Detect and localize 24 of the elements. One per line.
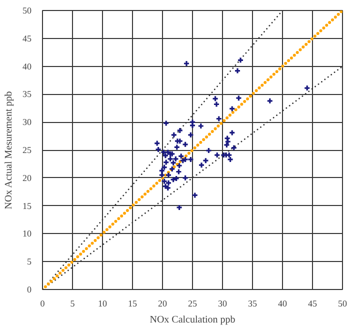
- x-tick-label: 35: [248, 298, 258, 308]
- y-tick-label: 35: [22, 89, 32, 100]
- y-tick-label: 30: [22, 117, 32, 128]
- y-tick-label: 45: [22, 33, 32, 44]
- y-tick-label: 15: [22, 200, 32, 211]
- y-tick-label: 0: [27, 284, 32, 294]
- x-tick-label: 50: [338, 298, 348, 308]
- x-tick-label: 20: [158, 298, 168, 308]
- y-tick-label: 40: [22, 61, 32, 72]
- y-tick-label: 5: [27, 256, 32, 267]
- x-tick-label: 5: [70, 298, 76, 308]
- x-tick-label: 10: [98, 298, 108, 308]
- y-tick-label: 20: [22, 172, 32, 183]
- x-tick-label: 0: [40, 298, 46, 308]
- x-tick-label: 45: [308, 298, 318, 308]
- y-tick-label: 50: [22, 6, 32, 16]
- x-tick-label: 15: [128, 298, 138, 308]
- y-axis-title: NOx Actual Mesurement ppb: [4, 91, 14, 210]
- y-tick-label: 25: [22, 145, 32, 155]
- x-tick-label: 40: [278, 298, 288, 308]
- y-tick-label: 10: [22, 228, 32, 239]
- x-tick-label: 30: [218, 298, 228, 308]
- x-tick-label: 25: [188, 298, 198, 308]
- x-axis-title: NOx Calculation ppb: [150, 314, 236, 326]
